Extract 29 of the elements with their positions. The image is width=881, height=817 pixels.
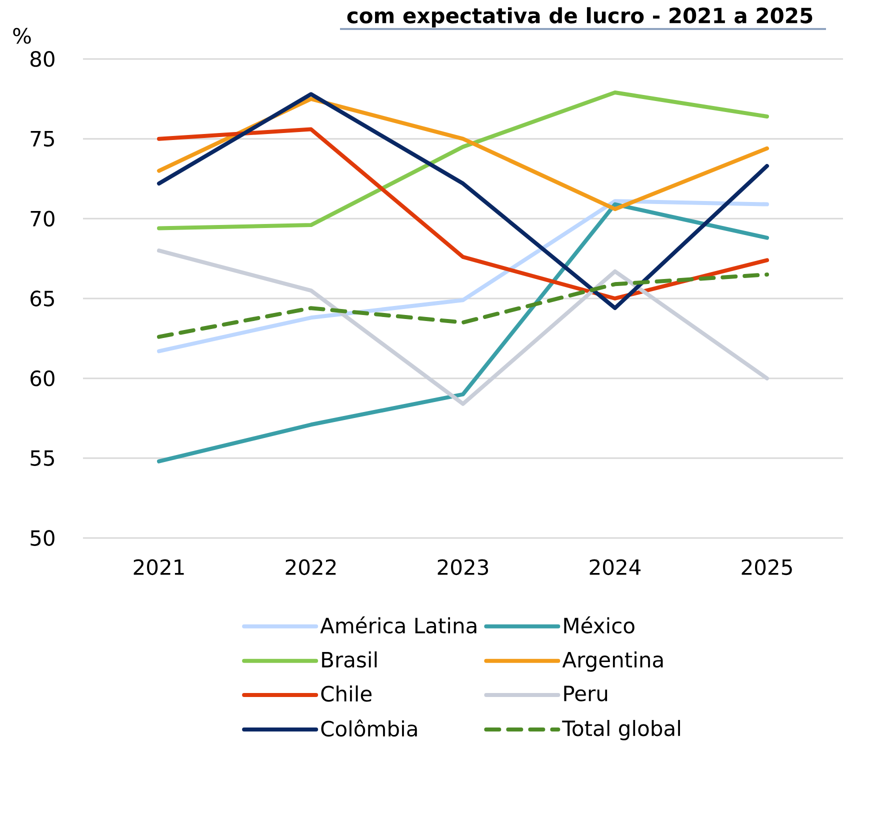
legend-label: Total global bbox=[562, 720, 680, 740]
line-series bbox=[157, 202, 770, 464]
legend-label: América Latina bbox=[320, 616, 476, 634]
line-series bbox=[157, 92, 770, 310]
legend-label: Colômbia bbox=[321, 720, 417, 737]
x-tick-label: 2022 bbox=[286, 559, 336, 576]
y-tick-label: 65 bbox=[30, 290, 54, 306]
legend-label: Brasil bbox=[322, 651, 377, 668]
chart-title: com expectativa de lucro - 2021 a 2025 bbox=[347, 7, 812, 28]
y-tick-label: 70 bbox=[30, 210, 54, 227]
y-tick-label: 75 bbox=[30, 131, 54, 147]
x-tick-label: 2021 bbox=[134, 559, 184, 576]
y-tick-label: 80 bbox=[30, 51, 54, 67]
legend-label: México bbox=[564, 616, 634, 634]
line-series bbox=[157, 127, 770, 300]
legend-label: Chile bbox=[321, 685, 372, 702]
y-tick-label: 60 bbox=[30, 370, 54, 386]
x-tick-label: 2025 bbox=[742, 559, 792, 576]
legend-label: Peru bbox=[564, 686, 608, 702]
line-series bbox=[157, 90, 770, 230]
y-tick-label: 55 bbox=[30, 450, 54, 466]
x-tick-label: 2024 bbox=[590, 559, 641, 576]
y-tick-label: 50 bbox=[30, 530, 54, 546]
y-axis-title: % bbox=[13, 28, 31, 44]
line-series bbox=[157, 272, 770, 339]
legend-label: Argentina bbox=[562, 651, 663, 672]
line-series bbox=[157, 199, 770, 354]
x-tick-label: 2023 bbox=[438, 559, 488, 576]
line-series bbox=[157, 248, 770, 406]
